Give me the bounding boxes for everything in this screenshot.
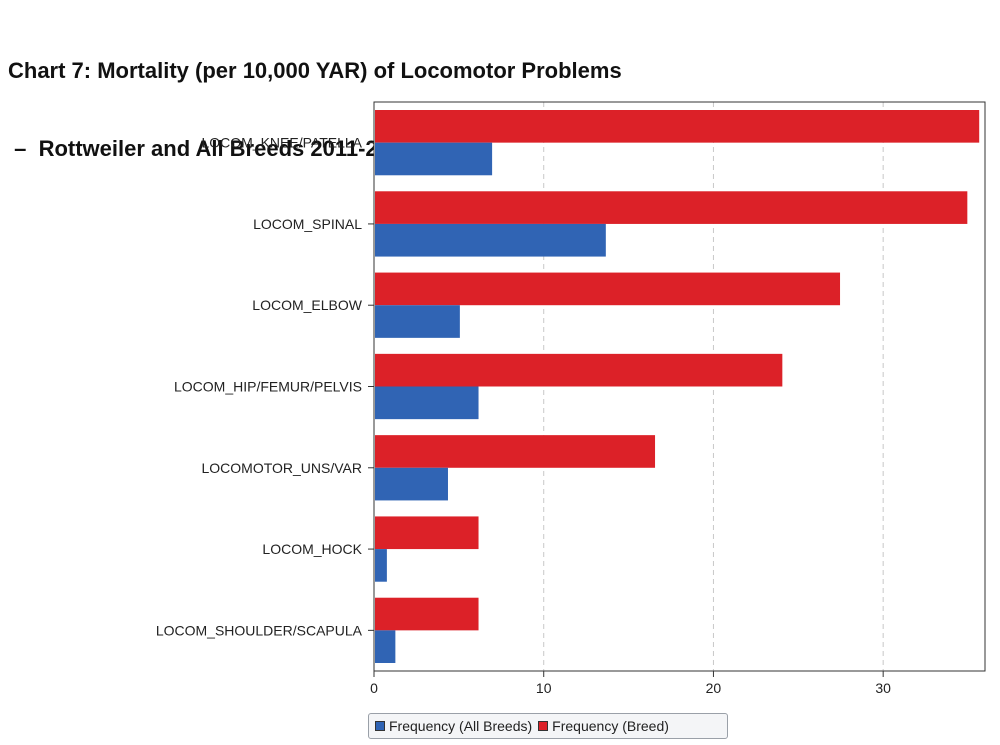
- chart-title-line1: Chart 7: Mortality (per 10,000 YAR) of L…: [8, 58, 622, 83]
- y-tick-label-4: LOCOMOTOR_UNS/VAR: [201, 460, 362, 476]
- plot-frame: [373, 101, 986, 672]
- bar-all-breeds-2: [375, 305, 460, 338]
- legend-swatch-breed: [538, 721, 549, 731]
- x-tick-label-1: 10: [536, 680, 552, 696]
- x-tick-label-3: 30: [875, 680, 891, 696]
- bar-breed-5: [375, 516, 479, 550]
- bar-breed-1: [375, 191, 968, 224]
- y-tick-label-5: LOCOM_HOCK: [262, 541, 362, 557]
- bar-breed-0: [375, 110, 980, 143]
- bar-all-breeds-5: [375, 549, 387, 582]
- legend-item-breed: Frequency (Breed): [538, 718, 669, 734]
- bar-all-breeds-0: [375, 142, 493, 176]
- x-tick-label-0: 0: [370, 680, 378, 696]
- legend-label-breed: Frequency (Breed): [552, 718, 669, 734]
- y-tick-label-3: LOCOM_HIP/FEMUR/PELVIS: [174, 379, 362, 395]
- bar-breed-3: [375, 353, 783, 387]
- bar-breed-4: [375, 435, 656, 468]
- legend-item-all-breeds: Frequency (All Breeds): [375, 718, 532, 734]
- bar-all-breeds-6: [375, 630, 396, 663]
- y-tick-label-2: LOCOM_ELBOW: [252, 297, 362, 313]
- chart-legend: Frequency (All Breeds) Frequency (Breed): [368, 713, 728, 739]
- y-tick-label-0: LOCOM_KNEE/PATELLA: [201, 135, 362, 151]
- bar-all-breeds-4: [375, 467, 448, 501]
- legend-label-all-breeds: Frequency (All Breeds): [389, 718, 533, 734]
- y-tick-label-6: LOCOM_SHOULDER/SCAPULA: [156, 622, 363, 638]
- legend-swatch-all-breeds: [375, 721, 385, 731]
- bar-all-breeds-1: [375, 223, 606, 257]
- y-tick-label-1: LOCOM_SPINAL: [253, 216, 362, 232]
- bar-all-breeds-3: [375, 386, 479, 420]
- x-tick-label-2: 20: [706, 680, 722, 696]
- bar-breed-2: [375, 272, 841, 306]
- bar-breed-6: [375, 597, 479, 631]
